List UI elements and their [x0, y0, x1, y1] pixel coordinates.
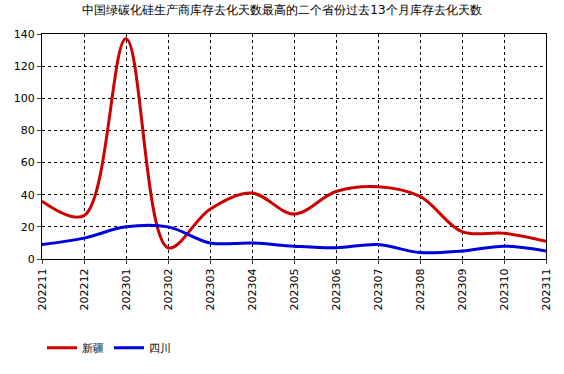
svg-text:202307: 202307	[372, 268, 385, 310]
svg-text:202305: 202305	[288, 268, 301, 310]
svg-text:202309: 202309	[456, 268, 469, 310]
svg-text:100: 100	[14, 92, 35, 105]
svg-text:202212: 202212	[78, 268, 91, 310]
svg-text:202302: 202302	[162, 268, 175, 310]
svg-text:0: 0	[28, 253, 35, 266]
svg-text:中国绿碳化硅生产商库存去化天数最高的二个省份过去13个月库存: 中国绿碳化硅生产商库存去化天数最高的二个省份过去13个月库存去化天数	[82, 3, 481, 17]
svg-text:60: 60	[21, 156, 35, 169]
svg-text:202211: 202211	[36, 268, 49, 310]
svg-text:40: 40	[21, 189, 35, 202]
svg-text:四川: 四川	[149, 342, 171, 355]
svg-text:140: 140	[14, 28, 35, 41]
svg-text:202303: 202303	[204, 268, 217, 310]
svg-text:新疆: 新疆	[82, 342, 104, 355]
svg-text:202301: 202301	[120, 268, 133, 310]
svg-text:202311: 202311	[540, 268, 553, 310]
svg-text:202310: 202310	[498, 268, 511, 310]
svg-text:202308: 202308	[414, 268, 427, 310]
svg-text:120: 120	[14, 60, 35, 73]
svg-text:202306: 202306	[330, 268, 343, 310]
svg-text:80: 80	[21, 124, 35, 137]
svg-text:202304: 202304	[246, 268, 259, 310]
svg-text:20: 20	[21, 221, 35, 234]
